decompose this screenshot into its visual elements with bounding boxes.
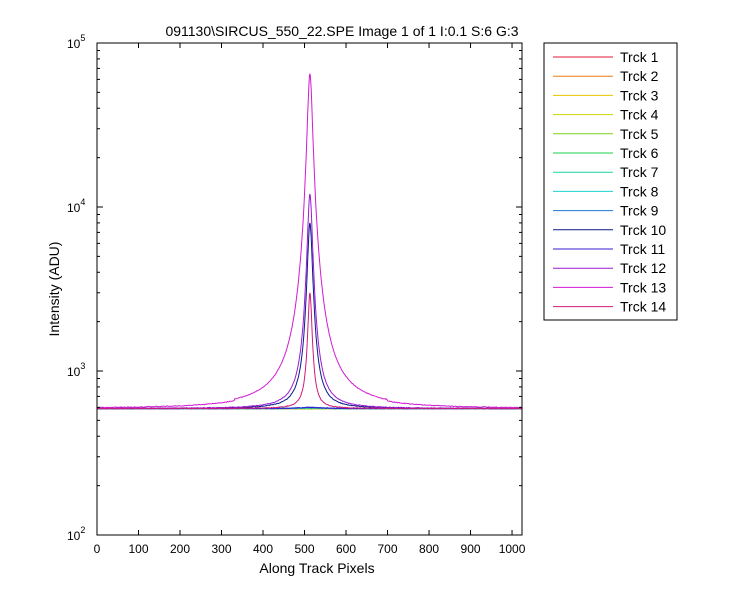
- y-axis-label: Intensity (ADU): [46, 242, 62, 337]
- x-tick-label: 0: [94, 542, 101, 556]
- legend-entry-label: Trck 11: [620, 241, 665, 257]
- y-tick-label: 105: [67, 33, 85, 51]
- legend-entry-label: Trck 7: [620, 164, 659, 180]
- plot-area-frame: [96, 42, 523, 536]
- legend-entry-label: Trck 14: [620, 299, 666, 315]
- legend-entry-label: Trck 2: [620, 68, 659, 84]
- legend-entry-label: Trck 8: [620, 183, 659, 199]
- legend-entry-label: Trck 3: [620, 87, 659, 103]
- legend-entry-label: Trck 10: [620, 222, 666, 238]
- x-tick-label: 200: [170, 542, 190, 556]
- x-tick-label: 700: [378, 542, 398, 556]
- legend-entry-label: Trck 5: [620, 126, 659, 142]
- series-line: [97, 73, 522, 409]
- x-axis-label: Along Track Pixels: [259, 560, 374, 576]
- legend-entry-label: Trck 13: [620, 279, 666, 295]
- legend-entry-label: Trck 1: [620, 49, 659, 65]
- x-tick-label: 800: [419, 542, 439, 556]
- x-tick-label: 900: [461, 542, 481, 556]
- legend: Trck 1 Trck 2 Trck 3 Trck 4 Trck 5 Trck 6 Trck…: [543, 42, 678, 321]
- x-tick-label: 300: [211, 542, 231, 556]
- legend-entry-label: Trck 6: [620, 145, 659, 161]
- x-tick-label: 1000: [499, 542, 526, 556]
- y-tick-label: 102: [67, 525, 85, 543]
- x-tick-label: 500: [295, 542, 315, 556]
- x-tick-label: 600: [336, 542, 356, 556]
- x-tick-label: 400: [253, 542, 273, 556]
- y-axis-ticks: 102 103 104 105: [67, 33, 522, 543]
- series-line: [97, 222, 522, 410]
- legend-entry-label: Trck 4: [620, 107, 659, 123]
- legend-box: [543, 42, 678, 321]
- series-layer: [97, 73, 522, 410]
- x-tick-label: 100: [128, 542, 148, 556]
- y-tick-label: 103: [67, 361, 85, 379]
- x-axis-ticks: 0 100 200 300 400 500 600 700 800 900 1000: [94, 43, 526, 556]
- y-tick-label: 104: [67, 197, 85, 215]
- chart-title: 091130\SIRCUS_550_22.SPE Image 1 of 1 I:…: [165, 23, 518, 39]
- legend-entry-label: Trck 9: [620, 203, 659, 219]
- series-line: [97, 292, 522, 410]
- legend-entry-label: Trck 12: [620, 260, 666, 276]
